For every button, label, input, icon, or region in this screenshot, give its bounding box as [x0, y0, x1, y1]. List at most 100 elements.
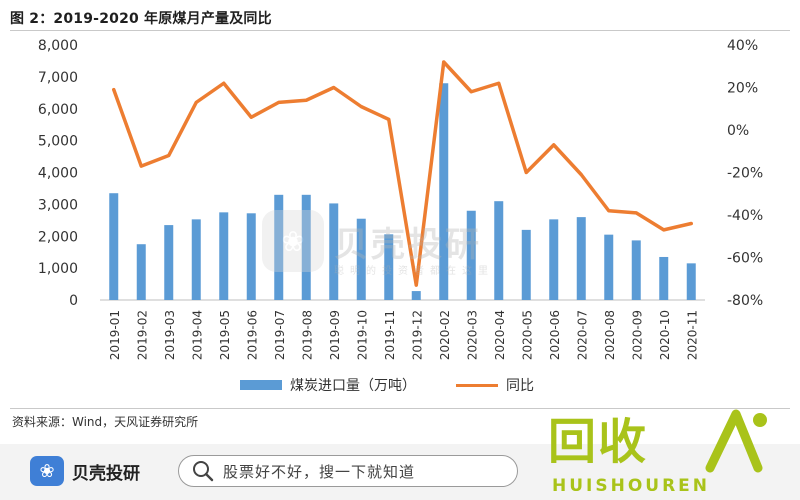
y-left-tick-label: 1,000: [38, 261, 78, 277]
yoy-point-2019-10: [359, 105, 363, 109]
search-input[interactable]: 股票好不好，搜一下就知道: [178, 455, 518, 487]
watermark-slogan: 聪明的投资者都在这里: [334, 266, 494, 277]
bar-2019-06: [246, 213, 256, 300]
bar-2020-03: [466, 210, 476, 300]
y-left-tick-label: 5,000: [38, 134, 78, 150]
bar-2019-11: [384, 234, 394, 300]
x-tick-label: 2020-06: [548, 310, 562, 360]
x-tick-label: 2019-10: [355, 310, 369, 360]
x-tick-label: 2019-11: [383, 310, 397, 360]
bar-2019-08: [301, 194, 311, 300]
brand-logo-icon: ❀: [30, 456, 64, 486]
search-icon: [193, 461, 214, 482]
bar-2019-02: [136, 244, 146, 300]
chart: 0 1,000 2,000 3,000 4,000 5,000 6,000 7,000 8,00…: [38, 38, 763, 360]
legend-item-bar: 煤炭进口量（万吨）: [240, 375, 416, 395]
x-tick-label: 2020-09: [630, 310, 644, 360]
bar-2019-05: [219, 212, 229, 300]
source-divider: [10, 408, 790, 409]
yoy-point-2019-02: [139, 164, 143, 168]
search-placeholder: 股票好不好，搜一下就知道: [223, 462, 416, 481]
legend-swatch-bar: [240, 380, 282, 390]
y-right-tick-label: -60%: [727, 251, 763, 267]
x-tick-label: 2019-06: [245, 310, 259, 360]
x-tick-label: 2020-08: [603, 310, 617, 360]
y-right-tick-label: -40%: [727, 208, 763, 224]
bar-2019-12: [411, 291, 421, 300]
x-tick-label: 2019-12: [410, 310, 424, 360]
yoy-point-2019-08: [304, 98, 308, 102]
figure-title: 图 2：2019-2020 年原煤月产量及同比: [10, 11, 272, 27]
legend-swatch-line: [456, 383, 498, 387]
bar-2020-10: [659, 256, 669, 300]
bar-2020-08: [604, 234, 614, 300]
bar-2019-04: [191, 219, 201, 300]
yoy-point-2020-07: [579, 173, 583, 177]
source-note: 资料来源：Wind，天风证券研究所: [12, 415, 199, 429]
x-tick-label: 2020-10: [658, 310, 672, 360]
yoy-point-2019-09: [332, 86, 336, 89]
watermark: ❀ 贝壳投研 聪明的投资者都在这里: [262, 210, 488, 277]
recycle-logo-text: 回收: [548, 414, 649, 470]
yoy-point-2019-11: [387, 117, 391, 121]
recycle-person-icon: [705, 409, 767, 473]
y-right-tick-label: 0%: [727, 123, 749, 139]
y-right-tick-label: -20%: [727, 166, 763, 182]
legend-label-bar: 煤炭进口量（万吨）: [290, 378, 416, 394]
x-tick-label: 2019-02: [135, 310, 149, 360]
x-tick-label: 2020-05: [520, 310, 534, 360]
yoy-point-2020-10: [662, 228, 666, 232]
yoy-point-2019-01: [112, 88, 116, 92]
y-left-tick-label: 8,000: [38, 38, 78, 54]
yoy-point-2019-12: [414, 283, 418, 287]
recycle-logo: 回收 HUISHOUREN: [548, 402, 788, 500]
x-tick-label: 2020-03: [465, 310, 479, 360]
title-divider: [10, 30, 790, 31]
x-tick-label: 2020-02: [438, 310, 452, 360]
watermark-logo-icon: ❀: [262, 210, 324, 272]
yoy-line: [112, 60, 693, 287]
bar-2019-01: [109, 193, 119, 300]
yoy-point-2020-09: [634, 211, 638, 215]
chart-legend: 煤炭进口量（万吨） 同比: [240, 375, 574, 395]
x-tick-label: 2020-11: [685, 310, 699, 360]
yoy-point-2020-02: [442, 60, 446, 64]
y-left-tick-label: 6,000: [38, 102, 78, 118]
yoy-point-2019-07: [277, 100, 281, 104]
y-left-tick-label: 7,000: [38, 70, 78, 86]
yoy-point-2020-03: [469, 90, 473, 94]
yoy-point-2020-06: [552, 143, 556, 147]
bar-2020-09: [631, 240, 641, 300]
brand-name: 贝壳投研: [72, 463, 140, 484]
y-right-tick-label: -80%: [727, 293, 763, 309]
x-tick-label: 2019-08: [300, 310, 314, 360]
bar-2020-05: [521, 229, 531, 300]
yoy-point-2020-05: [524, 171, 528, 174]
yoy-point-2019-06: [249, 115, 253, 119]
yoy-point-2020-04: [497, 81, 501, 85]
bar-2019-03: [164, 225, 174, 300]
bar-2020-11: [686, 263, 696, 300]
x-tick-label: 2020-07: [575, 310, 589, 360]
legend-item-line: 同比: [456, 375, 534, 395]
yoy-point-2019-04: [194, 100, 198, 104]
yoy-point-2019-05: [222, 81, 226, 85]
bar-2020-04: [494, 201, 504, 300]
brand[interactable]: ❀ 贝壳投研: [30, 456, 140, 486]
x-tick-label: 2019-09: [328, 310, 342, 360]
bar-2020-02: [439, 83, 449, 300]
recycle-logo-subtext: HUISHOUREN: [552, 476, 711, 496]
x-tick-label: 2019-03: [163, 310, 177, 360]
bar-2019-10: [356, 218, 366, 300]
yoy-point-2019-03: [167, 154, 171, 157]
x-tick-label: 2019-01: [108, 310, 122, 360]
watermark-text: 贝壳投研: [334, 224, 482, 265]
x-tick-label: 2019-05: [218, 310, 232, 360]
y-left-tick-label: 0: [69, 293, 78, 309]
legend-label-line: 同比: [506, 378, 534, 394]
x-tick-label: 2020-04: [493, 310, 507, 360]
y-right-tick-label: 20%: [727, 81, 758, 97]
bar-2019-07: [274, 194, 284, 300]
bar-2019-09: [329, 203, 339, 300]
y-left-tick-label: 2,000: [38, 229, 78, 245]
